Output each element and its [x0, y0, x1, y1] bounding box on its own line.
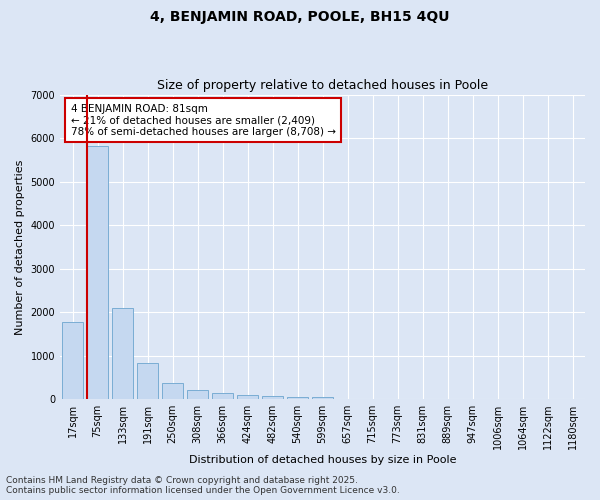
Bar	[237, 394, 258, 399]
Bar	[162, 383, 183, 399]
Bar	[287, 396, 308, 399]
Title: Size of property relative to detached houses in Poole: Size of property relative to detached ho…	[157, 79, 488, 92]
Text: 4 BENJAMIN ROAD: 81sqm
← 21% of detached houses are smaller (2,409)
78% of semi-: 4 BENJAMIN ROAD: 81sqm ← 21% of detached…	[71, 104, 335, 137]
X-axis label: Distribution of detached houses by size in Poole: Distribution of detached houses by size …	[189, 455, 456, 465]
Bar	[212, 394, 233, 399]
Text: 4, BENJAMIN ROAD, POOLE, BH15 4QU: 4, BENJAMIN ROAD, POOLE, BH15 4QU	[150, 10, 450, 24]
Bar	[312, 398, 333, 399]
Y-axis label: Number of detached properties: Number of detached properties	[15, 159, 25, 334]
Bar	[137, 364, 158, 399]
Bar	[112, 308, 133, 399]
Bar	[87, 146, 108, 399]
Bar	[262, 396, 283, 399]
Text: Contains HM Land Registry data © Crown copyright and database right 2025.
Contai: Contains HM Land Registry data © Crown c…	[6, 476, 400, 495]
Bar	[62, 322, 83, 399]
Bar	[187, 390, 208, 399]
